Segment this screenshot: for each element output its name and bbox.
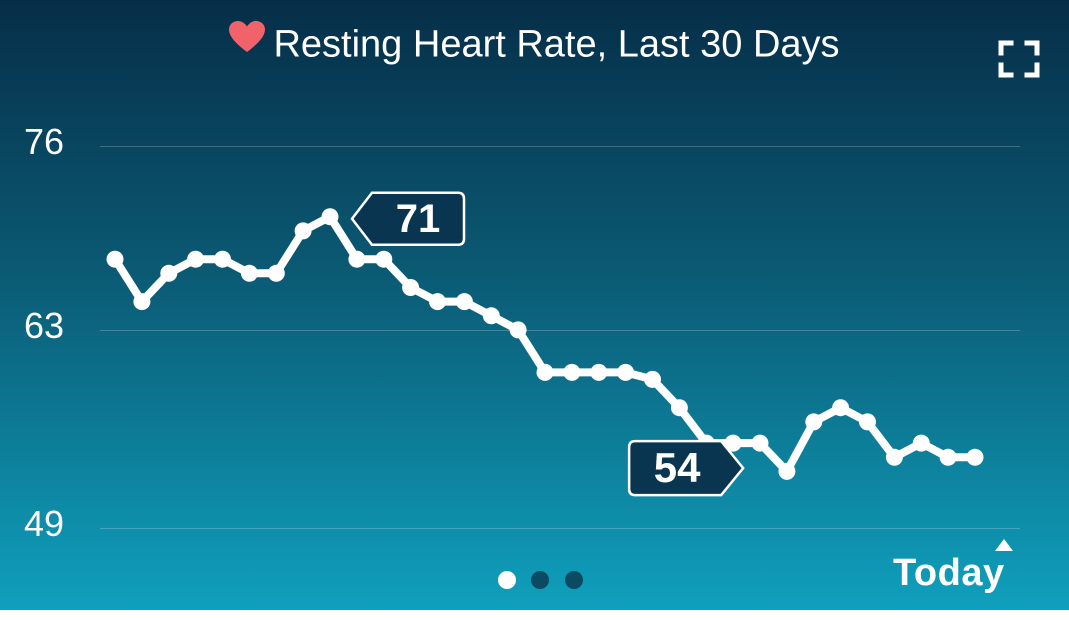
data-point[interactable] (348, 250, 366, 268)
data-point[interactable] (724, 434, 742, 452)
data-point[interactable] (106, 250, 124, 268)
data-point[interactable] (509, 321, 527, 339)
data-point[interactable] (617, 363, 635, 381)
chart-title: Resting Heart Rate, Last 30 Days (0, 20, 1069, 66)
data-point[interactable] (160, 264, 178, 282)
data-point[interactable] (832, 399, 850, 417)
gridline-bottom (100, 528, 1020, 529)
y-tick-label-top: 76 (24, 121, 65, 162)
min-value-label: 54 (653, 444, 701, 492)
heart-icon (229, 20, 266, 63)
today-marker-icon (995, 539, 1013, 551)
data-point[interactable] (778, 462, 796, 480)
y-tick-label-mid: 63 (24, 305, 65, 346)
data-point[interactable] (214, 250, 231, 268)
data-point[interactable] (240, 264, 258, 282)
page-dot-2[interactable] (531, 571, 549, 589)
data-point[interactable] (912, 434, 930, 452)
data-point[interactable] (402, 279, 420, 296)
page-dot-1[interactable] (498, 571, 516, 589)
data-point[interactable] (966, 448, 984, 466)
data-point[interactable] (644, 370, 661, 388)
data-point[interactable] (939, 448, 957, 466)
gridline-mid (100, 330, 1020, 331)
data-point[interactable] (429, 293, 446, 311)
page-dot-3[interactable] (565, 571, 583, 589)
max-value-label: 71 (395, 196, 441, 241)
fullscreen-icon[interactable] (998, 40, 1040, 78)
data-point[interactable] (670, 399, 688, 417)
gridline-top (100, 146, 1020, 147)
max-callout (350, 191, 466, 246)
series-line (111, 212, 979, 476)
page-indicator (496, 571, 596, 591)
data-point[interactable] (267, 264, 285, 282)
data-point[interactable] (859, 413, 876, 431)
today-label: Today (893, 552, 1005, 594)
data-point[interactable] (751, 434, 769, 452)
data-point[interactable] (482, 307, 500, 325)
chart-title-text: Resting Heart Rate, Last 30 Days (273, 23, 840, 66)
data-point[interactable] (885, 448, 903, 466)
data-point[interactable] (294, 222, 312, 240)
data-point[interactable] (133, 293, 151, 311)
data-point[interactable] (187, 250, 205, 268)
data-point[interactable] (455, 293, 473, 311)
y-tick-label-bottom: 49 (24, 503, 65, 544)
min-callout (627, 439, 745, 497)
data-point[interactable] (375, 250, 393, 268)
data-point[interactable] (536, 363, 554, 381)
data-point[interactable] (590, 363, 608, 381)
data-point[interactable] (563, 363, 581, 381)
data-point[interactable] (321, 208, 339, 226)
data-point[interactable] (805, 413, 823, 431)
